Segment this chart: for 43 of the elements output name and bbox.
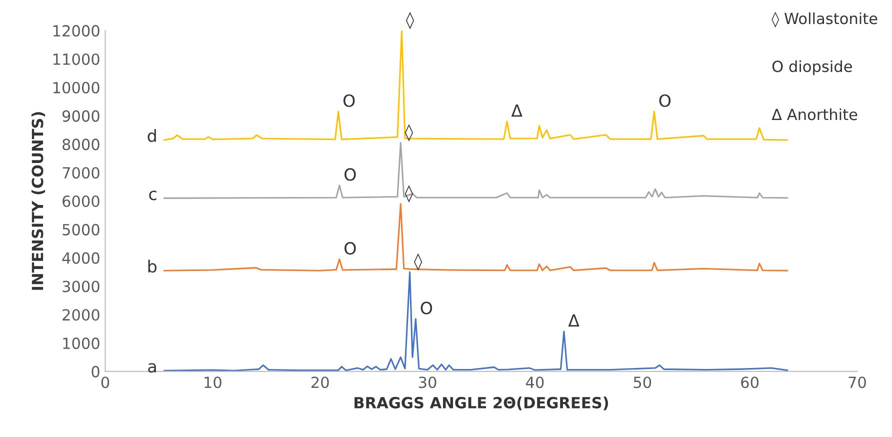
- annotation: Δ: [511, 104, 522, 117]
- x-tick-label: 70: [848, 376, 866, 388]
- text: ◊ Wollastonite: [772, 12, 878, 28]
- y-tick-label: 8000: [62, 138, 100, 150]
- annotation: Δ: [568, 314, 580, 327]
- y-tick-label: 4000: [62, 252, 100, 264]
- y-tick-label: 5000: [62, 224, 100, 236]
- annotation: Δ Anorthite: [772, 108, 858, 120]
- x-tick-label: 60: [741, 376, 758, 388]
- series-label: b: [148, 260, 156, 273]
- y-tick-label: 10000: [53, 82, 100, 94]
- y-tick-label: 7000: [62, 167, 100, 179]
- y-tick-label: 3000: [62, 280, 100, 292]
- annotation: O: [343, 94, 355, 107]
- annotation: ◊: [406, 12, 414, 30]
- y-tick-label: 0: [92, 366, 100, 378]
- x-tick-label: 0: [101, 376, 110, 388]
- x-tick-label: 20: [312, 376, 329, 388]
- line-series: [164, 203, 788, 272]
- annotation: O diopside: [772, 60, 852, 76]
- y-tick-label: 9000: [62, 110, 100, 122]
- y-axis-title: INTENSITY (COUNTS): [31, 112, 46, 290]
- series-label: c: [149, 190, 156, 200]
- annotation: O: [420, 302, 432, 314]
- line-series: [164, 30, 788, 141]
- y-tick-label: 11000: [53, 53, 100, 66]
- x-tick-label: 10: [204, 376, 222, 388]
- y-tick-label: 12000: [53, 25, 100, 37]
- x-axis-title: BRAGGS ANGLE 2Θ(DEGREES): [354, 396, 608, 410]
- annotation: O: [344, 168, 356, 181]
- x-tick-label: 30: [418, 376, 436, 388]
- annotation: ◊: [414, 253, 422, 271]
- series-label: d: [148, 129, 156, 142]
- series-label: a: [148, 363, 156, 373]
- y-tick-label: 6000: [62, 195, 100, 208]
- x-tick-label: 50: [634, 376, 652, 388]
- annotation: O: [659, 94, 671, 107]
- annotation: O: [344, 242, 356, 255]
- x-tick-label: 40: [526, 376, 544, 388]
- y-tick-label: 2000: [62, 309, 100, 321]
- annotation: ◊: [404, 185, 414, 202]
- y-tick-label: 1000: [63, 338, 100, 350]
- line-series: [164, 271, 788, 372]
